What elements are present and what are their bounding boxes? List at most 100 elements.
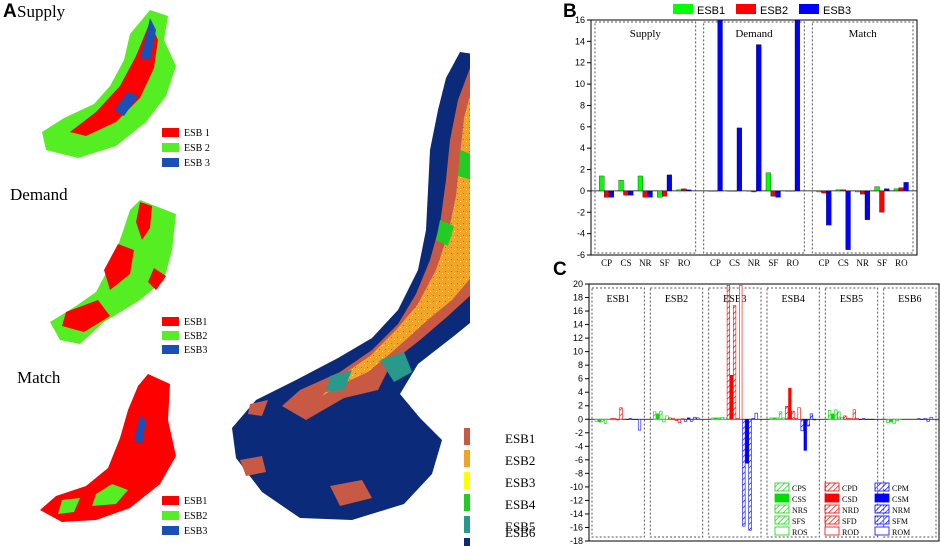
- legend-label: ESB1: [184, 496, 207, 507]
- bar-esb1: [765, 172, 771, 192]
- legend-label: ESB4: [505, 497, 536, 512]
- bar-esb2: [681, 188, 687, 192]
- big-map-legend: [464, 428, 470, 546]
- bar-esb3: [756, 44, 762, 192]
- bar-esb2: [662, 190, 668, 197]
- group-box: [811, 21, 914, 254]
- legend-label: ESB5: [505, 519, 536, 534]
- bar-cpd: [668, 417, 672, 420]
- bar-rod: [797, 407, 801, 420]
- y-tick-label: -14: [570, 509, 583, 519]
- legend-label: ESB3: [823, 5, 851, 17]
- bar-nrs: [717, 417, 721, 420]
- y-tick-label: -8: [575, 468, 583, 478]
- y-tick-label: 14: [575, 36, 585, 46]
- legend-swatch: [874, 526, 890, 536]
- bar-cpd: [726, 285, 731, 420]
- plot-frame: [590, 19, 918, 256]
- bar-ros: [723, 417, 727, 420]
- y-tick-label: -6: [575, 455, 583, 465]
- supply-legend: ESB 1 ESB 2 ESB 3: [162, 128, 210, 169]
- legend-swatch: [774, 504, 790, 514]
- legend-swatch: [774, 482, 790, 492]
- bar-esb3: [864, 190, 870, 220]
- map-title-match: Match: [17, 368, 61, 387]
- legend-label: SFS: [792, 517, 805, 526]
- bar-sfm: [809, 413, 814, 420]
- bar-csd: [729, 375, 734, 420]
- bar-sfs: [662, 418, 666, 423]
- y-tick-label: 18: [573, 293, 583, 303]
- legend-swatch: [774, 493, 790, 503]
- bar-nrd: [732, 305, 737, 420]
- group-label: ESB1: [606, 294, 629, 305]
- bar-nrs: [775, 417, 780, 420]
- group-box: [766, 287, 820, 538]
- bar-cps: [711, 417, 715, 420]
- bar-esb1: [676, 189, 682, 192]
- big-legend-labels: ESB1 ESB2 ESB3 ESB4 ESB5: [505, 428, 535, 538]
- bar-nrm: [806, 418, 810, 427]
- bar-cpm: [917, 418, 921, 420]
- legend-label: ROS: [792, 528, 808, 537]
- match-legend: ESB1 ESB2 ESB3: [162, 496, 207, 537]
- group-label: ESB5: [840, 294, 863, 305]
- bar-esb1: [855, 190, 861, 193]
- bar-esb2: [821, 190, 827, 194]
- bar-nrs: [892, 418, 896, 424]
- legend-label: ESB1: [505, 431, 536, 446]
- legend-swatch: [824, 482, 840, 492]
- y-tick-label: -2: [577, 207, 585, 217]
- bar-cpd: [843, 415, 847, 420]
- bar-rom: [637, 418, 642, 431]
- bar-sfs: [837, 411, 841, 420]
- legend-swatch: [874, 493, 890, 503]
- bar-sfd: [619, 407, 623, 420]
- legend-label: NRM: [892, 506, 910, 515]
- bar-esb3: [736, 127, 742, 192]
- legend-swatch: [874, 482, 890, 492]
- bar-sfm: [693, 416, 697, 420]
- bar-esb3: [903, 182, 909, 192]
- bar-cpd: [785, 406, 789, 420]
- x-tick-label: CP: [818, 258, 829, 268]
- legend-swatch: [874, 504, 890, 514]
- bar-nrd: [791, 410, 795, 420]
- group-label: Match: [849, 28, 878, 40]
- bar-sfd: [677, 418, 681, 423]
- bar-esb3: [775, 190, 781, 198]
- legend-label: ESB2: [184, 331, 207, 342]
- legend-swatch: [162, 331, 179, 340]
- legend-swatch: [774, 526, 790, 536]
- bar-cpm: [683, 418, 688, 422]
- y-tick-label: 6: [580, 122, 585, 132]
- legend-label: CSD: [842, 495, 858, 504]
- bar-esb1: [657, 190, 663, 198]
- bar-esb2: [623, 190, 629, 196]
- bar-ros: [665, 415, 669, 420]
- x-tick-label: CP: [601, 258, 612, 268]
- group-box: [591, 287, 645, 538]
- x-tick-label: SF: [660, 258, 670, 268]
- y-tick-label: 12: [575, 58, 585, 68]
- bar-esb2: [642, 190, 648, 198]
- legend-label: ROM: [892, 528, 910, 537]
- chart-c: C -18 -16 -14 -12 -10 -8 -6 -4 -2 0 2 4 6 8 10 12 14 16 18 2…: [553, 259, 940, 546]
- supply-map: [42, 10, 176, 158]
- bar-sfs: [778, 411, 783, 420]
- y-tick-label: 0: [580, 186, 585, 196]
- legend-label: SFD: [842, 517, 857, 526]
- bar-cpd: [610, 418, 614, 420]
- legend-swatch: [464, 516, 470, 533]
- legend-swatch: [824, 515, 840, 525]
- bar-esb3: [717, 19, 723, 192]
- bar-ros: [782, 417, 786, 420]
- group-box: [824, 287, 879, 538]
- y-tick-label: 0: [578, 414, 583, 424]
- bar-esb2: [840, 189, 846, 192]
- bar-csd: [671, 418, 675, 420]
- x-tick-label: CP: [710, 258, 721, 268]
- bar-esb2: [751, 190, 757, 193]
- y-tick-label: -16: [570, 522, 583, 532]
- legend-swatch: [162, 143, 179, 152]
